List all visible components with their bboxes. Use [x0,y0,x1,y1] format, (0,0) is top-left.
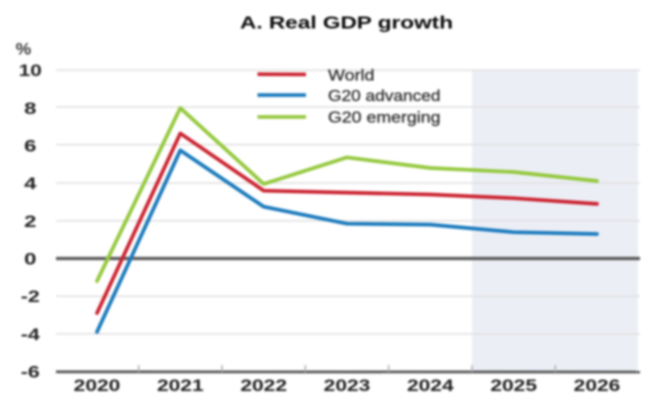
svg-text:A. Real GDP growth: A. Real GDP growth [240,13,453,33]
svg-text:%: % [16,40,32,59]
svg-text:8: 8 [24,99,36,118]
svg-text:6: 6 [24,137,36,156]
svg-text:2022: 2022 [240,376,287,395]
svg-text:G20 emerging: G20 emerging [328,110,441,127]
svg-text:2025: 2025 [490,376,537,395]
svg-text:2020: 2020 [74,376,121,395]
svg-text:4: 4 [24,174,37,193]
svg-text:0: 0 [24,250,36,269]
svg-text:-4: -4 [21,325,41,344]
svg-text:-2: -2 [21,287,40,306]
svg-text:2023: 2023 [324,376,371,395]
svg-text:2024: 2024 [407,376,454,395]
svg-text:G20 advanced: G20 advanced [328,88,441,105]
svg-text:2021: 2021 [157,376,204,395]
svg-text:World: World [328,68,375,85]
svg-text:2026: 2026 [574,376,621,395]
svg-text:10: 10 [19,61,42,80]
svg-text:2: 2 [24,212,36,231]
svg-text:-6: -6 [21,363,40,382]
